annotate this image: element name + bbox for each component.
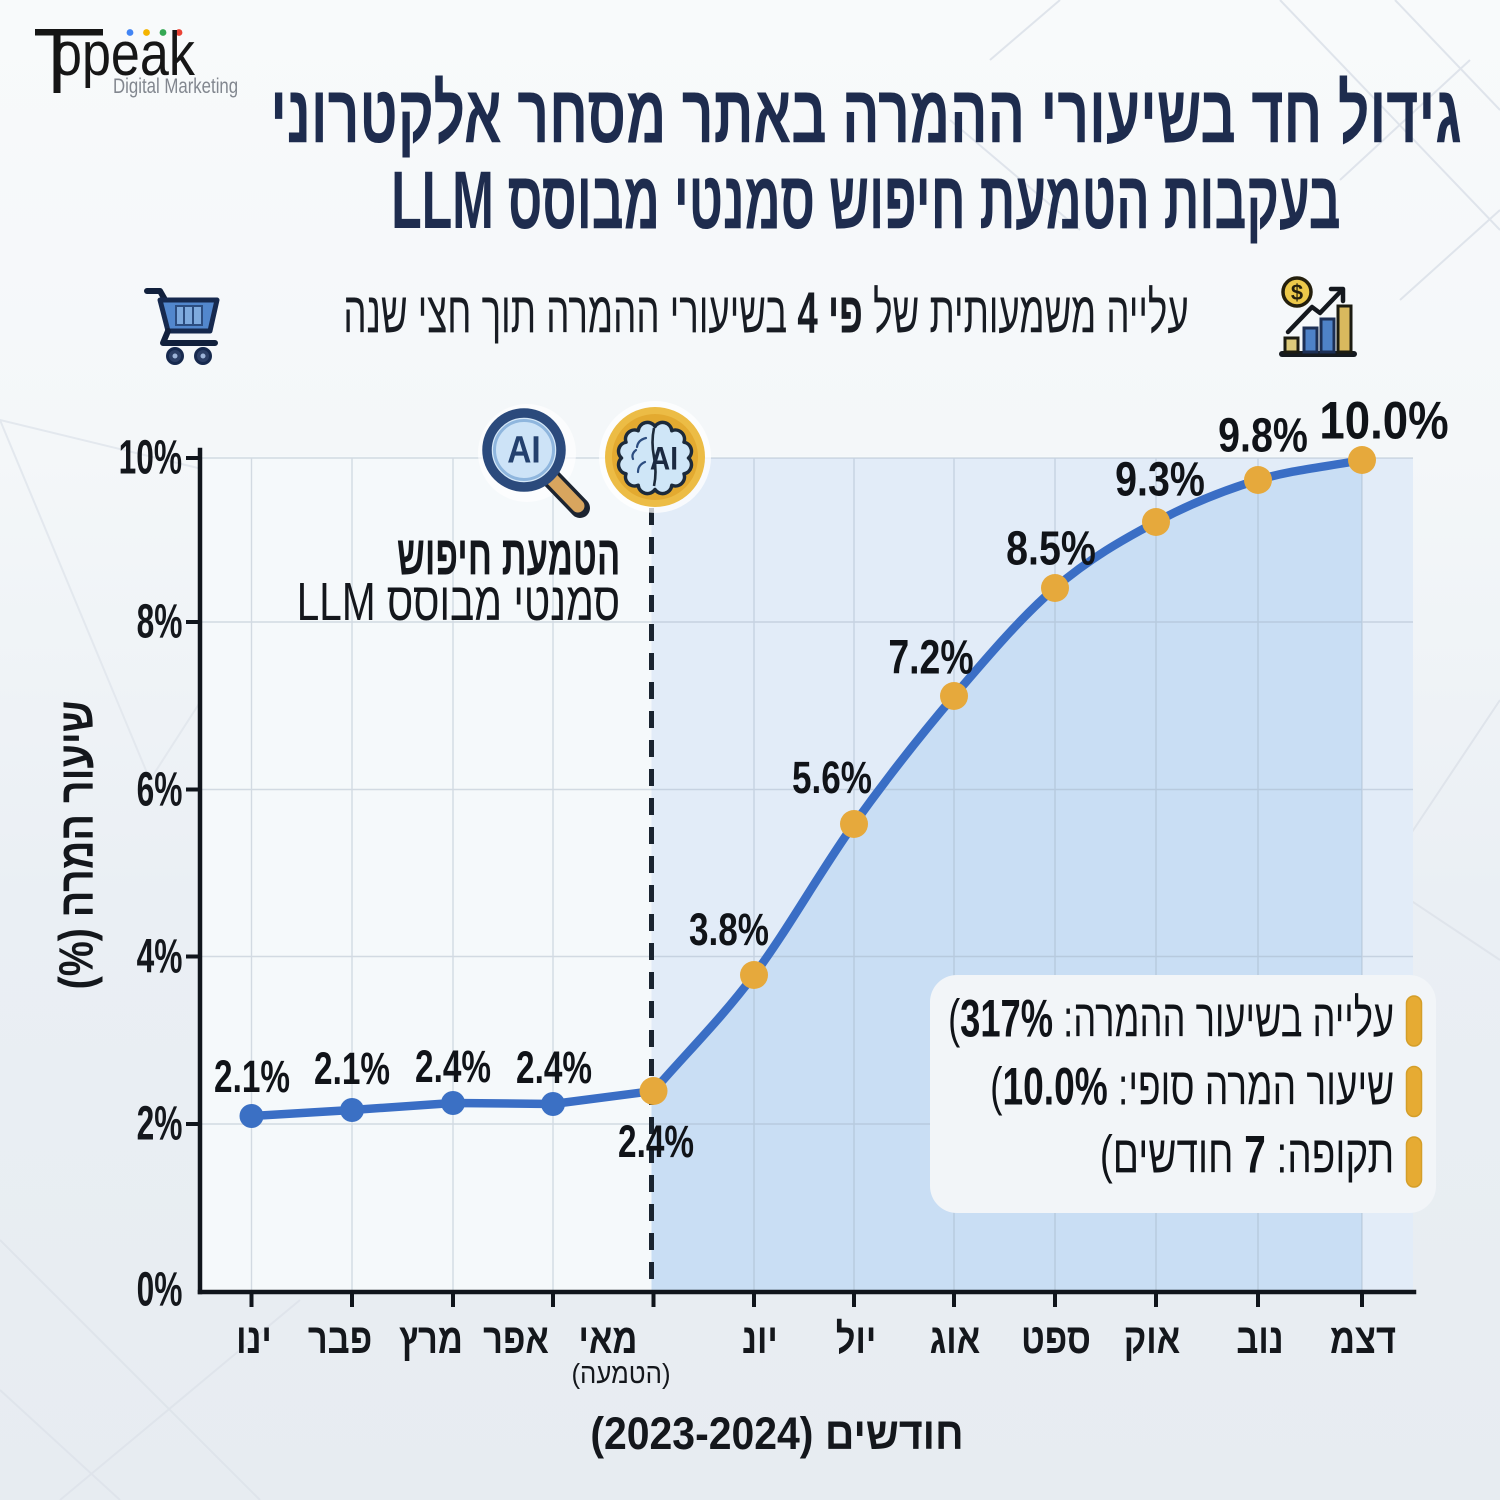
svg-text:$: $ bbox=[1291, 280, 1303, 305]
